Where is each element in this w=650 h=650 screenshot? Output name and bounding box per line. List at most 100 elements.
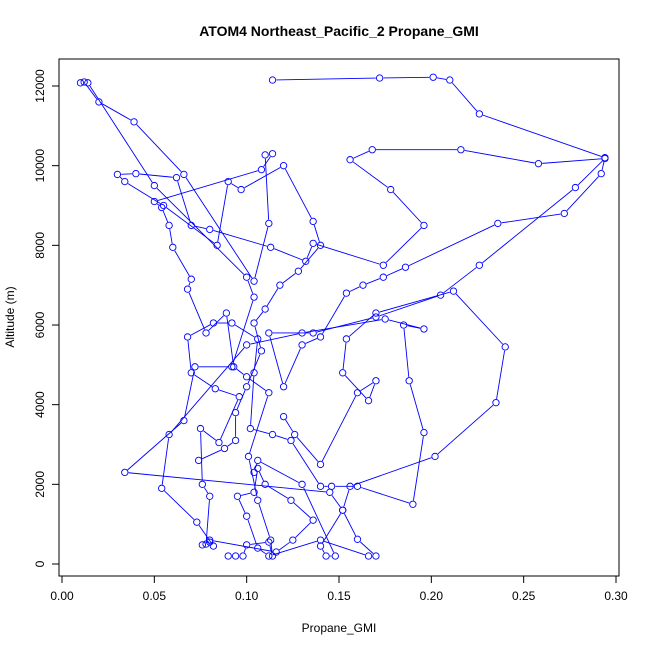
series-segment — [226, 316, 234, 364]
data-point — [250, 319, 258, 327]
data-point — [291, 430, 299, 439]
series-segment — [203, 487, 209, 494]
series-segment — [238, 499, 246, 513]
series-segment — [344, 513, 357, 537]
x-axis-label: Propane_GMI — [302, 621, 377, 635]
data-point — [359, 281, 367, 289]
series-segment — [321, 549, 325, 553]
data-point — [409, 500, 417, 508]
series-segment — [292, 443, 319, 484]
series-segment — [218, 389, 236, 396]
data-point — [272, 548, 280, 556]
x-tick-label: 0.30 — [604, 589, 628, 603]
x-tick-label: 0.20 — [420, 589, 444, 603]
data-point — [364, 552, 373, 560]
data-point — [342, 335, 351, 343]
series-segment — [220, 399, 239, 440]
series-segment — [203, 430, 217, 441]
data-point — [309, 217, 317, 226]
series-segment — [256, 311, 264, 321]
x-axis: 0.00 0.05 0.10 0.15 0.20 0.25 0.30 — [50, 575, 628, 603]
series-segment — [184, 370, 195, 417]
series-segment — [360, 382, 373, 392]
data-point — [446, 76, 454, 84]
series-segment — [436, 77, 447, 80]
series-layer — [76, 73, 609, 560]
series-segment — [386, 268, 403, 277]
series-segment — [241, 492, 251, 496]
data-point — [289, 536, 297, 544]
data-point — [353, 535, 362, 543]
x-tick-label: 0.05 — [143, 589, 167, 603]
data-point — [180, 170, 188, 179]
series-segment — [194, 374, 213, 388]
series-segment — [201, 449, 222, 460]
y-axis-label: Altitude (m) — [3, 286, 17, 347]
series-segment — [342, 342, 347, 370]
data-point — [198, 541, 206, 549]
data-point — [228, 319, 236, 327]
data-point — [268, 150, 277, 158]
data-point — [165, 430, 173, 439]
series-segment — [249, 396, 269, 453]
series-segment — [379, 295, 438, 317]
y-axis: 0 2000 4000 6000 8000 10000 12000 — [33, 69, 60, 567]
data-point — [228, 363, 236, 371]
data-point — [209, 319, 218, 327]
data-point — [534, 160, 543, 168]
series-segment — [198, 525, 212, 544]
data-point — [187, 221, 195, 230]
data-point — [246, 424, 255, 433]
data-point — [387, 185, 395, 194]
series-segment — [213, 540, 273, 552]
series-segment — [243, 548, 246, 553]
data-point — [346, 156, 354, 164]
series-segment — [408, 224, 495, 267]
series-segment — [244, 167, 281, 189]
series-segment — [248, 460, 258, 497]
data-point — [267, 536, 275, 544]
series-segment — [266, 288, 279, 307]
series-segment — [276, 77, 376, 81]
series-segment — [227, 442, 233, 447]
series-segment — [166, 207, 215, 244]
series-segment — [187, 340, 192, 370]
data-point — [265, 389, 273, 397]
series-segment — [213, 230, 268, 247]
data-point — [309, 239, 317, 247]
data-point — [169, 243, 177, 251]
data-point — [231, 408, 240, 417]
data-point — [309, 329, 317, 337]
series-segment — [369, 384, 376, 398]
series-segment — [275, 435, 288, 440]
series-segment — [383, 76, 430, 79]
data-point — [268, 430, 277, 439]
data-point — [254, 464, 262, 473]
series-segment — [305, 338, 318, 344]
y-tick-label: 10000 — [33, 149, 47, 183]
data-point — [372, 313, 380, 321]
data-point — [250, 488, 258, 496]
data-point — [457, 146, 465, 154]
data-point — [401, 263, 410, 271]
data-point — [501, 343, 509, 351]
series-segment — [127, 183, 161, 204]
series-segment — [300, 247, 319, 269]
data-point — [372, 552, 380, 560]
series-segment — [285, 419, 294, 432]
series-segment — [194, 225, 207, 230]
series-segment — [293, 502, 311, 518]
series-segment — [496, 350, 506, 399]
series-segment — [316, 317, 373, 333]
series-segment — [279, 541, 291, 551]
data-point — [372, 377, 380, 385]
series-segment — [236, 368, 244, 375]
data-point — [399, 321, 408, 329]
series-segment — [282, 273, 296, 284]
data-point — [431, 452, 439, 461]
series-segment — [344, 375, 367, 399]
series-segment — [321, 395, 357, 462]
data-point — [342, 289, 351, 297]
series-segment — [250, 376, 255, 425]
